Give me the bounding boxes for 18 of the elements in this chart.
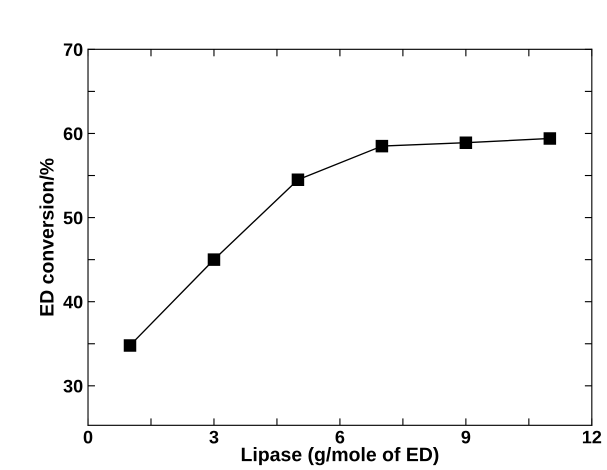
y-tick-label: 30 [63,380,82,393]
x-tick-label: 3 [209,430,218,444]
y-axis-title: ED conversion/% [39,158,54,316]
x-axis-title: Lipase (g/mole of ED) [242,447,438,466]
y-tick-label: 40 [63,296,82,308]
y-tick-label: 70 [64,43,82,56]
x-tick-label: 6 [336,430,344,444]
y-tick-label: 60 [64,127,82,140]
x-tick-label: 9 [461,430,470,444]
point [376,140,388,152]
point [124,339,136,352]
x-tick-label: 12 [582,430,602,444]
point [460,136,472,149]
y-tick-label: 50 [64,212,82,224]
point [544,132,556,145]
point [208,253,220,266]
point [292,173,304,186]
x-tick-label: 0 [84,430,92,444]
